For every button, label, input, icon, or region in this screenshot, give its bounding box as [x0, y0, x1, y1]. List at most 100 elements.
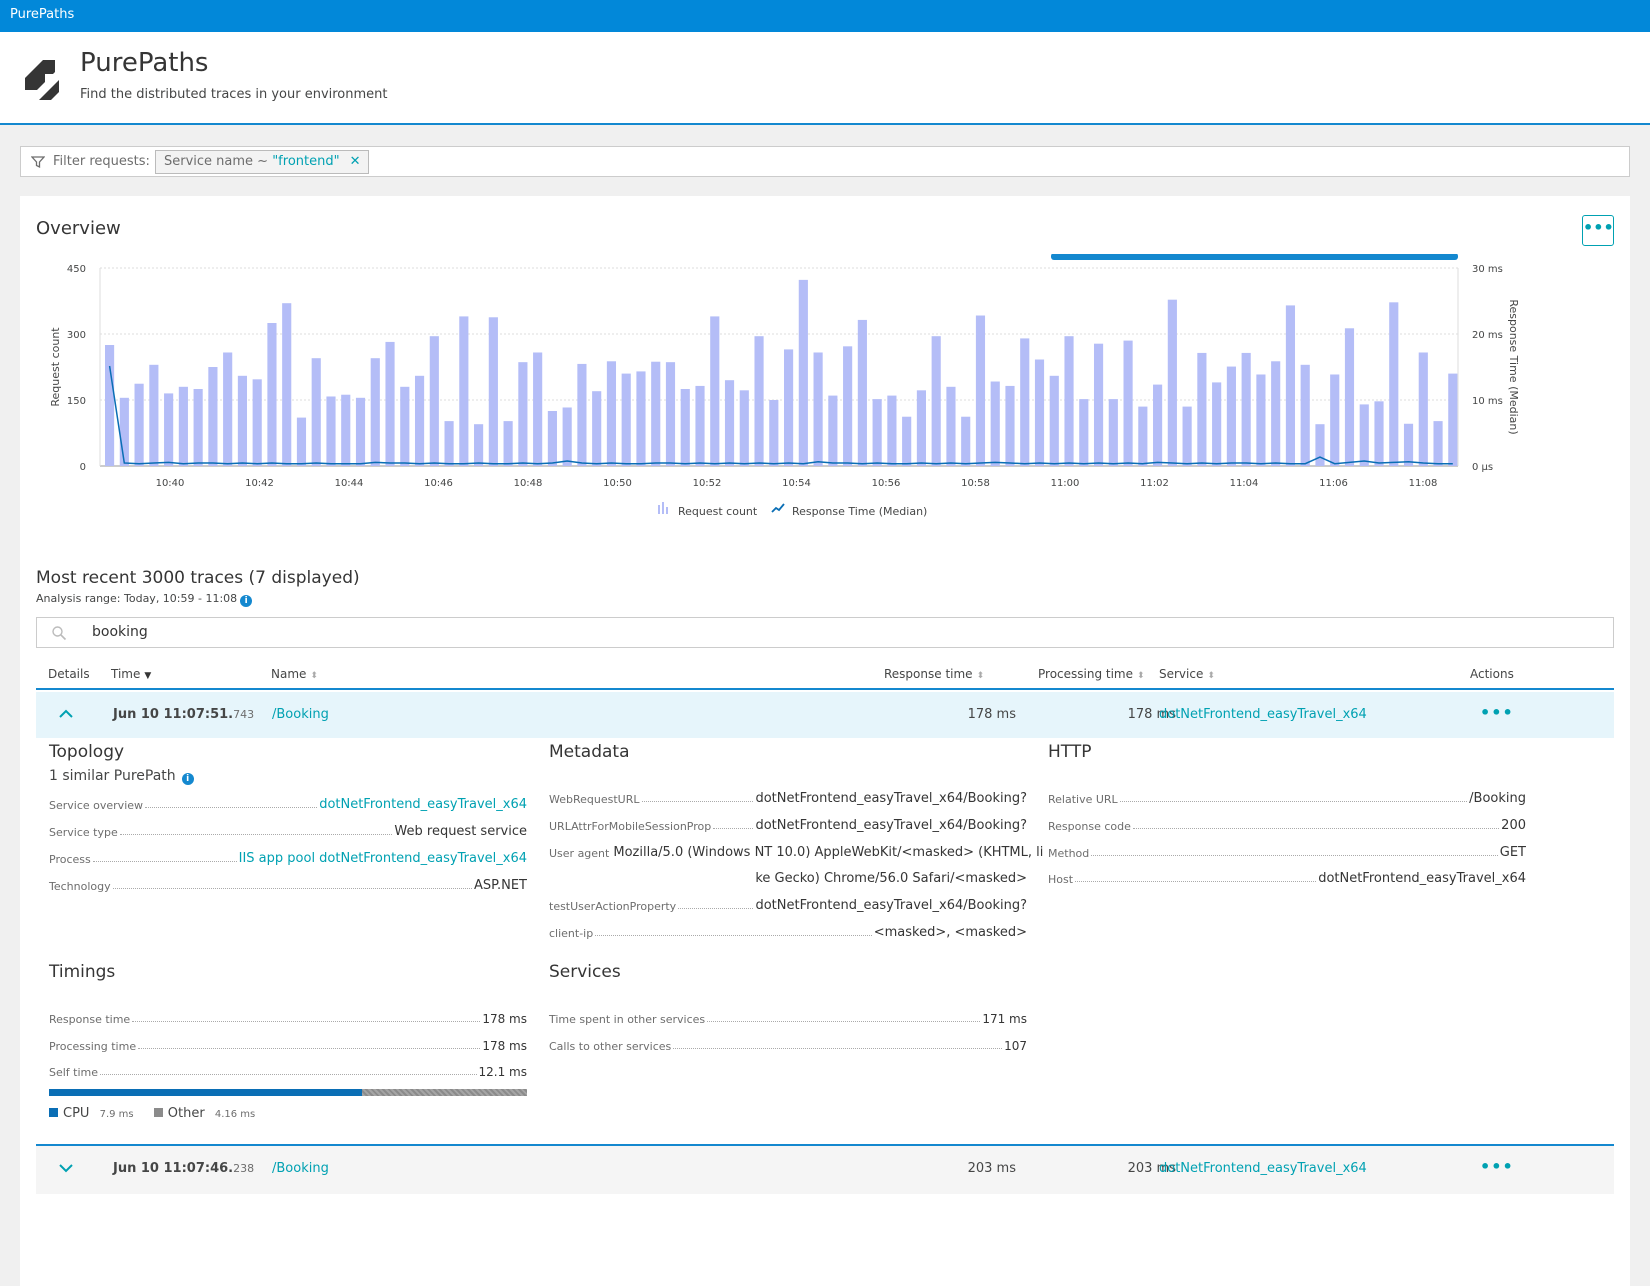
bar [326, 396, 336, 466]
sort-icon: ⬍ [1137, 671, 1145, 681]
kv-key: Process [49, 853, 91, 866]
kv-key: Technology [49, 880, 111, 893]
row-time-main: Jun 10 11:07:46. [113, 1161, 234, 1176]
other-value: 4.16 ms [214, 1109, 256, 1120]
kv-value: 107 [1004, 1039, 1027, 1053]
kv-key: Response code [1048, 820, 1131, 833]
row-name-link[interactable]: /Booking [272, 707, 329, 722]
legend-line-swatch [771, 503, 785, 513]
legend-request-count: Request count [678, 505, 758, 518]
bar [503, 421, 513, 466]
col-response-label: Response time [884, 667, 973, 681]
loading-progress-bar [1051, 254, 1458, 260]
overview-menu-button[interactable]: ••• [1582, 215, 1614, 246]
kv-key: testUserActionProperty [549, 900, 677, 913]
bar [724, 380, 735, 466]
kv-method: Method GET [1048, 840, 1526, 860]
kv-key: Time spent in other services [549, 1013, 706, 1026]
info-icon[interactable]: i [181, 773, 194, 785]
col-response-time[interactable]: Response time ⬍ [884, 667, 984, 681]
service-overview-link[interactable]: dotNetFrontend_easyTravel_x64 [319, 797, 527, 812]
bar [1138, 406, 1148, 466]
kv-processing-time: Processing time 178 ms [49, 1033, 527, 1053]
bar [385, 341, 395, 466]
bar [414, 375, 425, 466]
col-name-label: Name [271, 667, 307, 681]
bar [459, 316, 469, 466]
bar [651, 361, 661, 466]
col-processing-time[interactable]: Processing time ⬍ [1038, 667, 1145, 681]
bar [739, 390, 749, 466]
col-actions: Actions [1470, 667, 1514, 681]
bar [1093, 343, 1104, 466]
table-header: Details Time ▼ Name ⬍ Response time ⬍ Proce… [36, 658, 1614, 690]
x-tick-label: 10:54 [782, 478, 811, 489]
search-icon [52, 626, 67, 641]
y2-tick-label: 0 µs [1472, 462, 1493, 473]
row-name-link[interactable]: /Booking [272, 1161, 329, 1176]
remove-filter-icon[interactable]: ✕ [349, 154, 361, 169]
bar [429, 336, 439, 466]
kv-client-ip: client-ip <masked>, <masked> [549, 920, 1027, 940]
col-time[interactable]: Time ▼ [111, 667, 151, 681]
kv-host: Host dotNetFrontend_easyTravel_x64 [1048, 866, 1526, 886]
filter-bar[interactable]: Filter requests: Service name ~ "fronten… [20, 146, 1630, 177]
col-service[interactable]: Service ⬍ [1159, 667, 1215, 681]
other-label: Other [167, 1106, 205, 1121]
self-time-bar [49, 1089, 527, 1096]
bar [282, 303, 292, 466]
chevron-up-icon[interactable] [58, 706, 74, 722]
bar [1374, 401, 1384, 466]
bar [311, 358, 321, 466]
col-details: Details [48, 667, 90, 681]
x-tick-label: 10:50 [603, 478, 632, 489]
kv-key: Processing time [49, 1040, 137, 1053]
bar [695, 385, 705, 466]
row-actions-button[interactable]: ••• [1480, 703, 1514, 722]
overview-panel: Overview ••• 450 30 ms 300 20 ms 150 10 ms 0 0 … [20, 196, 1630, 1286]
bar [488, 317, 498, 466]
row-service-link[interactable]: dotNetFrontend_easyTravel_x64 [1159, 707, 1367, 722]
col-time-label: Time [111, 667, 141, 681]
filter-chip[interactable]: Service name ~ "frontend" ✕ [155, 150, 370, 174]
bar [400, 386, 410, 466]
trace-search-input[interactable]: booking [36, 617, 1614, 648]
process-link[interactable]: IIS app pool dotNetFrontend_easyTravel_x… [238, 851, 527, 866]
kv-value: 178 ms [482, 1039, 527, 1053]
kv-self-time: Self time 12.1 ms [49, 1059, 527, 1079]
cpu-legend-swatch [49, 1108, 58, 1117]
bar [105, 345, 115, 466]
bar [606, 361, 617, 466]
row-service-link[interactable]: dotNetFrontend_easyTravel_x64 [1159, 1161, 1367, 1176]
table-row[interactable]: Jun 10 11:07:51.743 /Booking 178 ms 178 … [36, 692, 1614, 738]
kv-value: 171 ms [982, 1012, 1027, 1026]
bar [975, 315, 986, 466]
legend-bar-swatch [658, 505, 660, 514]
y2-tick-label: 10 ms [1472, 396, 1503, 407]
bar [961, 416, 971, 466]
table-row[interactable]: Jun 10 11:07:46.238 /Booking 203 ms 203 … [36, 1144, 1614, 1194]
search-value: booking [92, 624, 148, 640]
chevron-down-icon[interactable] [58, 1160, 74, 1176]
col-name[interactable]: Name ⬍ [271, 667, 318, 681]
bar [1344, 328, 1355, 466]
topology-title: Topology [49, 742, 125, 762]
x-tick-label: 10:42 [245, 478, 274, 489]
kv-value: 200 [1501, 818, 1526, 833]
row-actions-button[interactable]: ••• [1480, 1157, 1514, 1176]
bar [1167, 299, 1177, 466]
bar [223, 352, 233, 466]
bar [769, 400, 779, 466]
bar [1020, 338, 1030, 466]
bar [916, 390, 926, 466]
info-icon[interactable]: i [240, 595, 253, 607]
kv-key: Self time [49, 1066, 99, 1079]
bar [341, 394, 351, 466]
bar [1315, 424, 1325, 466]
filter-icon [31, 156, 45, 169]
bar [1271, 361, 1281, 466]
kv-time-other-services: Time spent in other services 171 ms [549, 1006, 1027, 1026]
bar [1285, 305, 1296, 466]
kv-value: /Booking [1469, 791, 1526, 806]
cpu-value: 7.9 ms [99, 1109, 134, 1120]
